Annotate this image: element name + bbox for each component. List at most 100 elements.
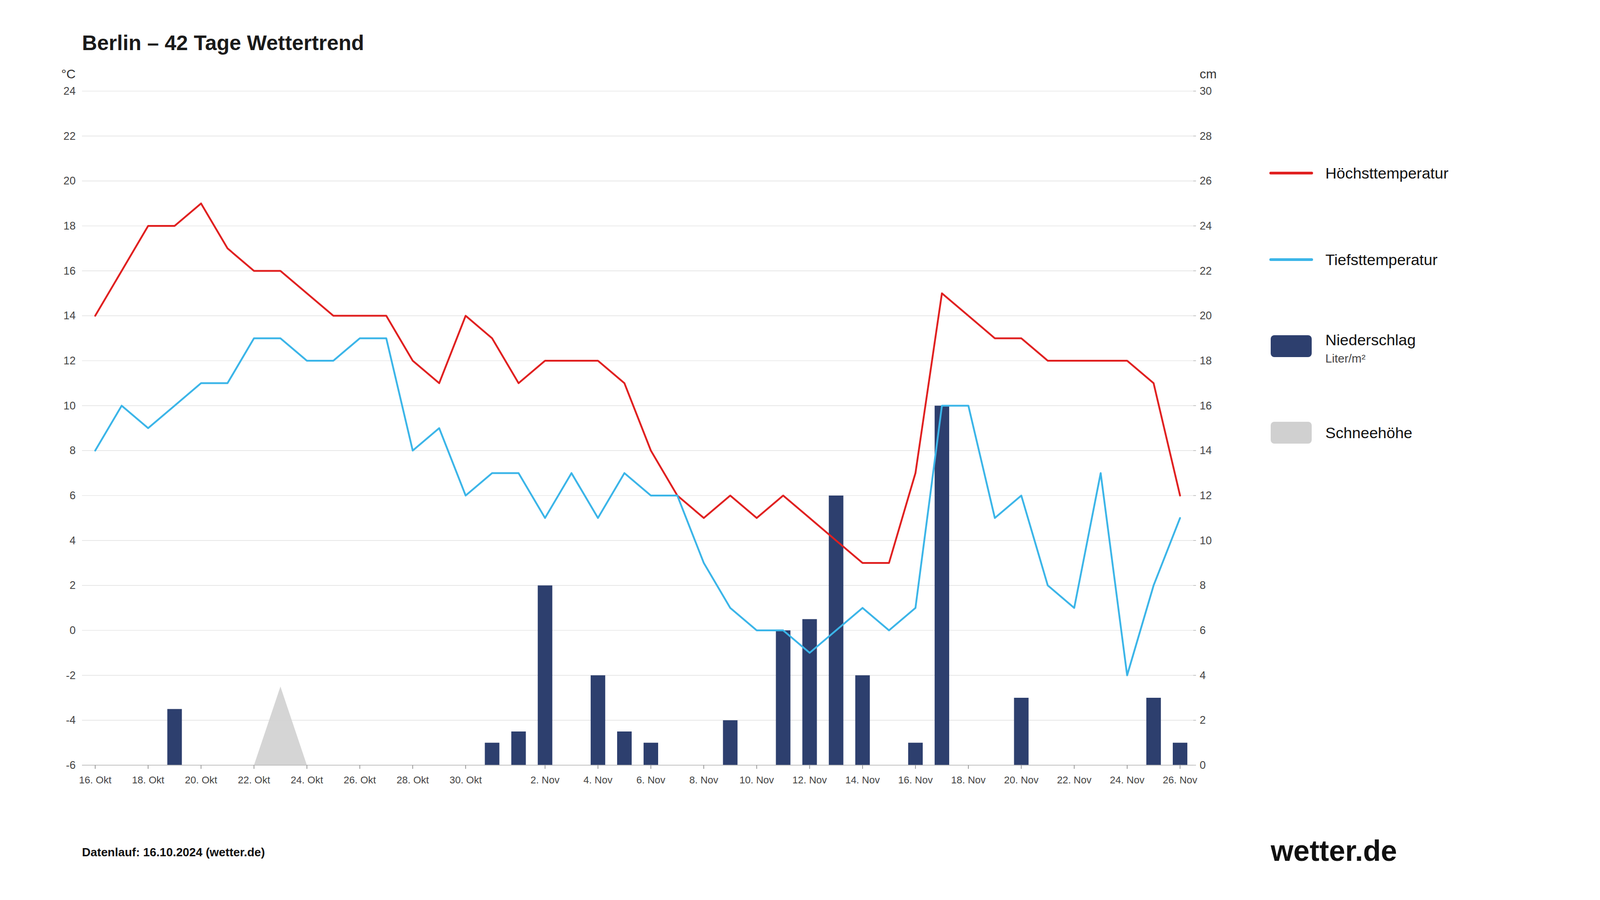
y2-tick [1193,225,1197,227]
x-tick-label: 16. Nov [898,774,933,786]
y2-tick-label: 10 [1199,534,1212,547]
temperature-line [95,338,1181,676]
legend-sublabel: Liter/m² [1325,351,1366,366]
y2-tick-label: 8 [1199,578,1206,592]
grid-line [81,180,1194,182]
y2-tick [1193,315,1197,317]
y-tick-label: 10 [63,399,76,412]
y2-tick-label: 24 [1199,219,1212,232]
x-tick-label: 14. Nov [845,774,880,786]
legend-label: Tiefsttemperatur [1325,250,1438,269]
snow-area [254,686,307,766]
x-tick-label: 4. Nov [583,774,613,786]
y2-tick-label: 22 [1199,264,1212,277]
y2-tick [1193,360,1197,362]
y-tick-label: -2 [66,669,76,682]
precip-bar [855,675,870,766]
y2-tick [1193,540,1197,541]
bar-series [167,405,1188,766]
precip-bar [511,731,527,766]
y2-tick-label: 0 [1199,758,1206,772]
precip-bar [1146,697,1161,766]
y2-tick [1193,405,1197,406]
x-tick [1126,765,1128,769]
x-tick-label: 30. Okt [449,774,482,786]
x-axis-line [81,764,1194,766]
x-tick-label: 6. Nov [636,774,666,786]
y-tick-label: 12 [63,354,76,367]
x-tick [544,765,546,769]
x-tick-label: 20. Nov [1003,774,1039,786]
y-axis-label: °C [61,66,76,82]
grid-line [81,585,1194,586]
x-tick-label: 2. Nov [530,774,560,786]
x-tick [703,765,705,769]
grid-line [81,450,1194,451]
x-tick-label: 16. Okt [79,774,112,786]
x-tick [1021,765,1023,769]
grid-line [81,540,1194,541]
x-tick-label: 18. Okt [132,774,165,786]
x-tick [1179,765,1181,769]
grid-line [81,764,1194,766]
y2-tick [1193,495,1197,496]
y2-tick-label: 6 [1199,623,1206,637]
grid-line [81,405,1194,406]
grid-line [81,495,1194,496]
y-tick-label: -4 [66,713,76,726]
y2-tick [1193,450,1197,451]
x-tick-label: 22. Okt [237,774,271,786]
precip-bar [485,742,500,766]
x-tick [253,765,255,769]
x-tick-label: 28. Okt [396,774,430,786]
x-tick-label: 18. Nov [950,774,986,786]
legend-swatch [1270,171,1312,175]
y2-tick-label: 12 [1199,489,1212,502]
y2-tick [1193,630,1197,631]
x-tick [1073,765,1075,769]
y2-tick-label: 30 [1199,84,1212,98]
y-tick-label: -6 [66,758,76,772]
x-tick-label: 26. Nov [1162,774,1198,786]
y2-tick-label: 28 [1199,129,1212,143]
grid-line [81,225,1194,226]
x-tick [94,765,96,769]
grid-line [81,360,1194,361]
precip-bar [537,585,553,766]
x-tick [809,765,811,769]
legend-swatch [1270,258,1312,261]
precip-bar [908,742,923,766]
y-tick-label: 14 [63,309,76,322]
x-tick [359,765,361,769]
y-tick-label: 18 [63,219,76,232]
legend-swatch [1270,335,1312,358]
x-tick [862,765,864,769]
x-tick [200,765,202,769]
x-tick [412,765,414,769]
precip-bar [617,731,632,766]
y-tick-label: 4 [69,534,76,547]
plot-area [95,203,1188,766]
legend: HöchsttemperaturTiefsttemperaturNiedersc… [1270,164,1449,444]
y2-tick [1193,720,1197,721]
y-tick-label: 16 [63,264,76,277]
grid-line [81,629,1194,631]
precip-bar [167,709,182,766]
y2-tick [1193,765,1197,766]
caption: Datenlauf: 16.10.2024 (wetter.de) [81,845,266,859]
y2-tick-label: 2 [1199,713,1206,726]
precip-bar [643,742,659,766]
x-tick [915,765,916,769]
x-tick-label: 24. Okt [290,774,323,786]
x-tick [597,765,599,769]
background [0,0,1600,900]
x-tick [967,765,969,769]
y2-tick-label: 20 [1199,309,1212,322]
y2-tick-label: 14 [1199,444,1212,457]
y2-tick [1193,674,1197,676]
y-tick-label: 20 [63,174,76,187]
logo: wetter.de [1270,834,1397,868]
y2-tick-label: 18 [1199,354,1212,367]
precip-bar [590,675,606,766]
x-tick-label: 20. Okt [184,774,218,786]
